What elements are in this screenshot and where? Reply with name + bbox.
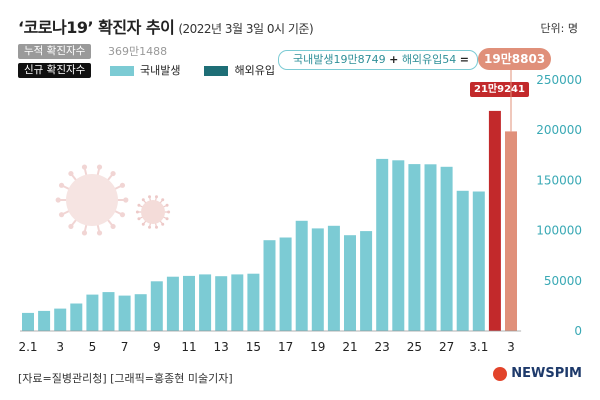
chart-title: ‘코로나19’ 확진자 추이 (2022년 3월 3일 0시 기준)	[18, 14, 314, 38]
title-sub: (2022년 3월 3일 0시 기준)	[178, 22, 314, 36]
virus-icon	[55, 164, 129, 236]
bar-2.21	[344, 235, 356, 331]
legend-swatch-domestic	[110, 65, 134, 76]
x-tick-label: 3.1	[469, 340, 488, 354]
breakdown-plus: +	[389, 53, 399, 66]
bar-2.18	[295, 220, 308, 331]
newspim-logo-icon	[493, 366, 508, 381]
bar-2.16	[263, 240, 276, 331]
bar-2.24	[392, 160, 405, 331]
x-tick-label: 25	[407, 340, 422, 354]
total-cases-pill: 누적 확진자수	[18, 44, 92, 59]
latest-total-callout: 19만8803	[478, 48, 552, 70]
bar-2.28	[456, 190, 469, 331]
bar-2.25	[408, 164, 421, 331]
title-main: ‘코로나19’ 확진자 추이	[18, 18, 175, 37]
y-tick-label: 250000	[536, 73, 582, 87]
newspim-logo: NEWSPIM	[493, 366, 582, 381]
x-tick-label: 17	[278, 340, 293, 354]
bar-2.6	[102, 292, 115, 331]
bar-2.27	[440, 166, 453, 331]
bar-2.20	[327, 225, 340, 331]
legend-label-domestic: 국내발생	[140, 64, 181, 77]
bar-3.3	[505, 131, 517, 331]
x-tick-label: 21	[342, 340, 357, 354]
x-tick-label: 5	[89, 340, 97, 354]
breakdown-domestic: 국내발생19만8749	[293, 53, 386, 66]
x-axis: 2.1 3 5 7 9 11 13 15 17 19 21 23 25 27 3.1 3	[18, 340, 514, 354]
x-tick-label: 13	[214, 340, 229, 354]
bar-2.7	[118, 295, 131, 331]
y-tick-label: 50000	[544, 274, 582, 288]
x-tick-label: 23	[375, 340, 390, 354]
y-axis: 0 50000 100000 150000 200000 250000	[536, 73, 582, 338]
bar-2.23	[376, 158, 389, 331]
x-tick-label: 27	[439, 340, 454, 354]
breakdown-imported: 해외유입54	[401, 53, 457, 66]
x-tick-label: 11	[181, 340, 196, 354]
bar-2.2	[38, 310, 51, 331]
x-tick-label: 7	[121, 340, 129, 354]
logo-text: NEWSPIM	[511, 366, 582, 381]
bar-2.10	[166, 276, 179, 331]
bar-2.9	[150, 281, 163, 331]
bar-2.22	[360, 231, 373, 331]
bar-2.17	[279, 237, 292, 331]
legend-swatch-imported	[204, 65, 229, 76]
bars	[20, 110, 522, 332]
y-tick-label: 100000	[536, 224, 582, 238]
x-tick-label: 19	[310, 340, 325, 354]
bar-2.26	[424, 164, 437, 331]
new-cases-pill: 신규 확진자수	[18, 63, 92, 78]
x-tick-label: 3	[56, 340, 64, 354]
x-tick-label: 3	[507, 340, 515, 354]
bar-2.15	[247, 273, 260, 331]
bar-2.3	[54, 308, 67, 331]
bar-2.14	[231, 274, 244, 331]
x-tick-label: 2.1	[18, 340, 37, 354]
bar-2.19	[311, 228, 324, 331]
breakdown-equals: =	[459, 53, 470, 66]
y-tick-label: 150000	[536, 173, 582, 187]
source-credit: [자료=질병관리청] [그래픽=홍종현 미술기자]	[18, 372, 233, 385]
legend-label-imported: 해외유입	[234, 64, 275, 77]
peak-callout: 21만9241	[470, 82, 529, 97]
unit-label: 단위: 명	[540, 22, 578, 35]
bar-2.5	[86, 294, 99, 331]
breakdown-callout: 국내발생19만8749 + 해외유입54 =	[278, 50, 479, 70]
bar-2.8	[134, 294, 147, 331]
x-tick-label: 15	[246, 340, 261, 354]
bar-3.2	[488, 110, 501, 332]
virus-icons	[55, 164, 171, 236]
virus-icon	[135, 195, 171, 229]
bar-2.13	[215, 276, 228, 331]
y-tick-label: 0	[574, 324, 582, 338]
x-tick-label: 9	[153, 340, 161, 354]
bar-2.11	[183, 275, 195, 331]
bar-2.4	[70, 303, 83, 331]
bar-2.1	[22, 312, 34, 331]
total-cases-value: 369만1488	[108, 45, 168, 58]
bar-2.12	[199, 274, 212, 331]
legend: 국내발생 해외유입	[110, 63, 275, 78]
y-tick-label: 200000	[536, 123, 582, 137]
bar-3.1	[472, 191, 485, 331]
